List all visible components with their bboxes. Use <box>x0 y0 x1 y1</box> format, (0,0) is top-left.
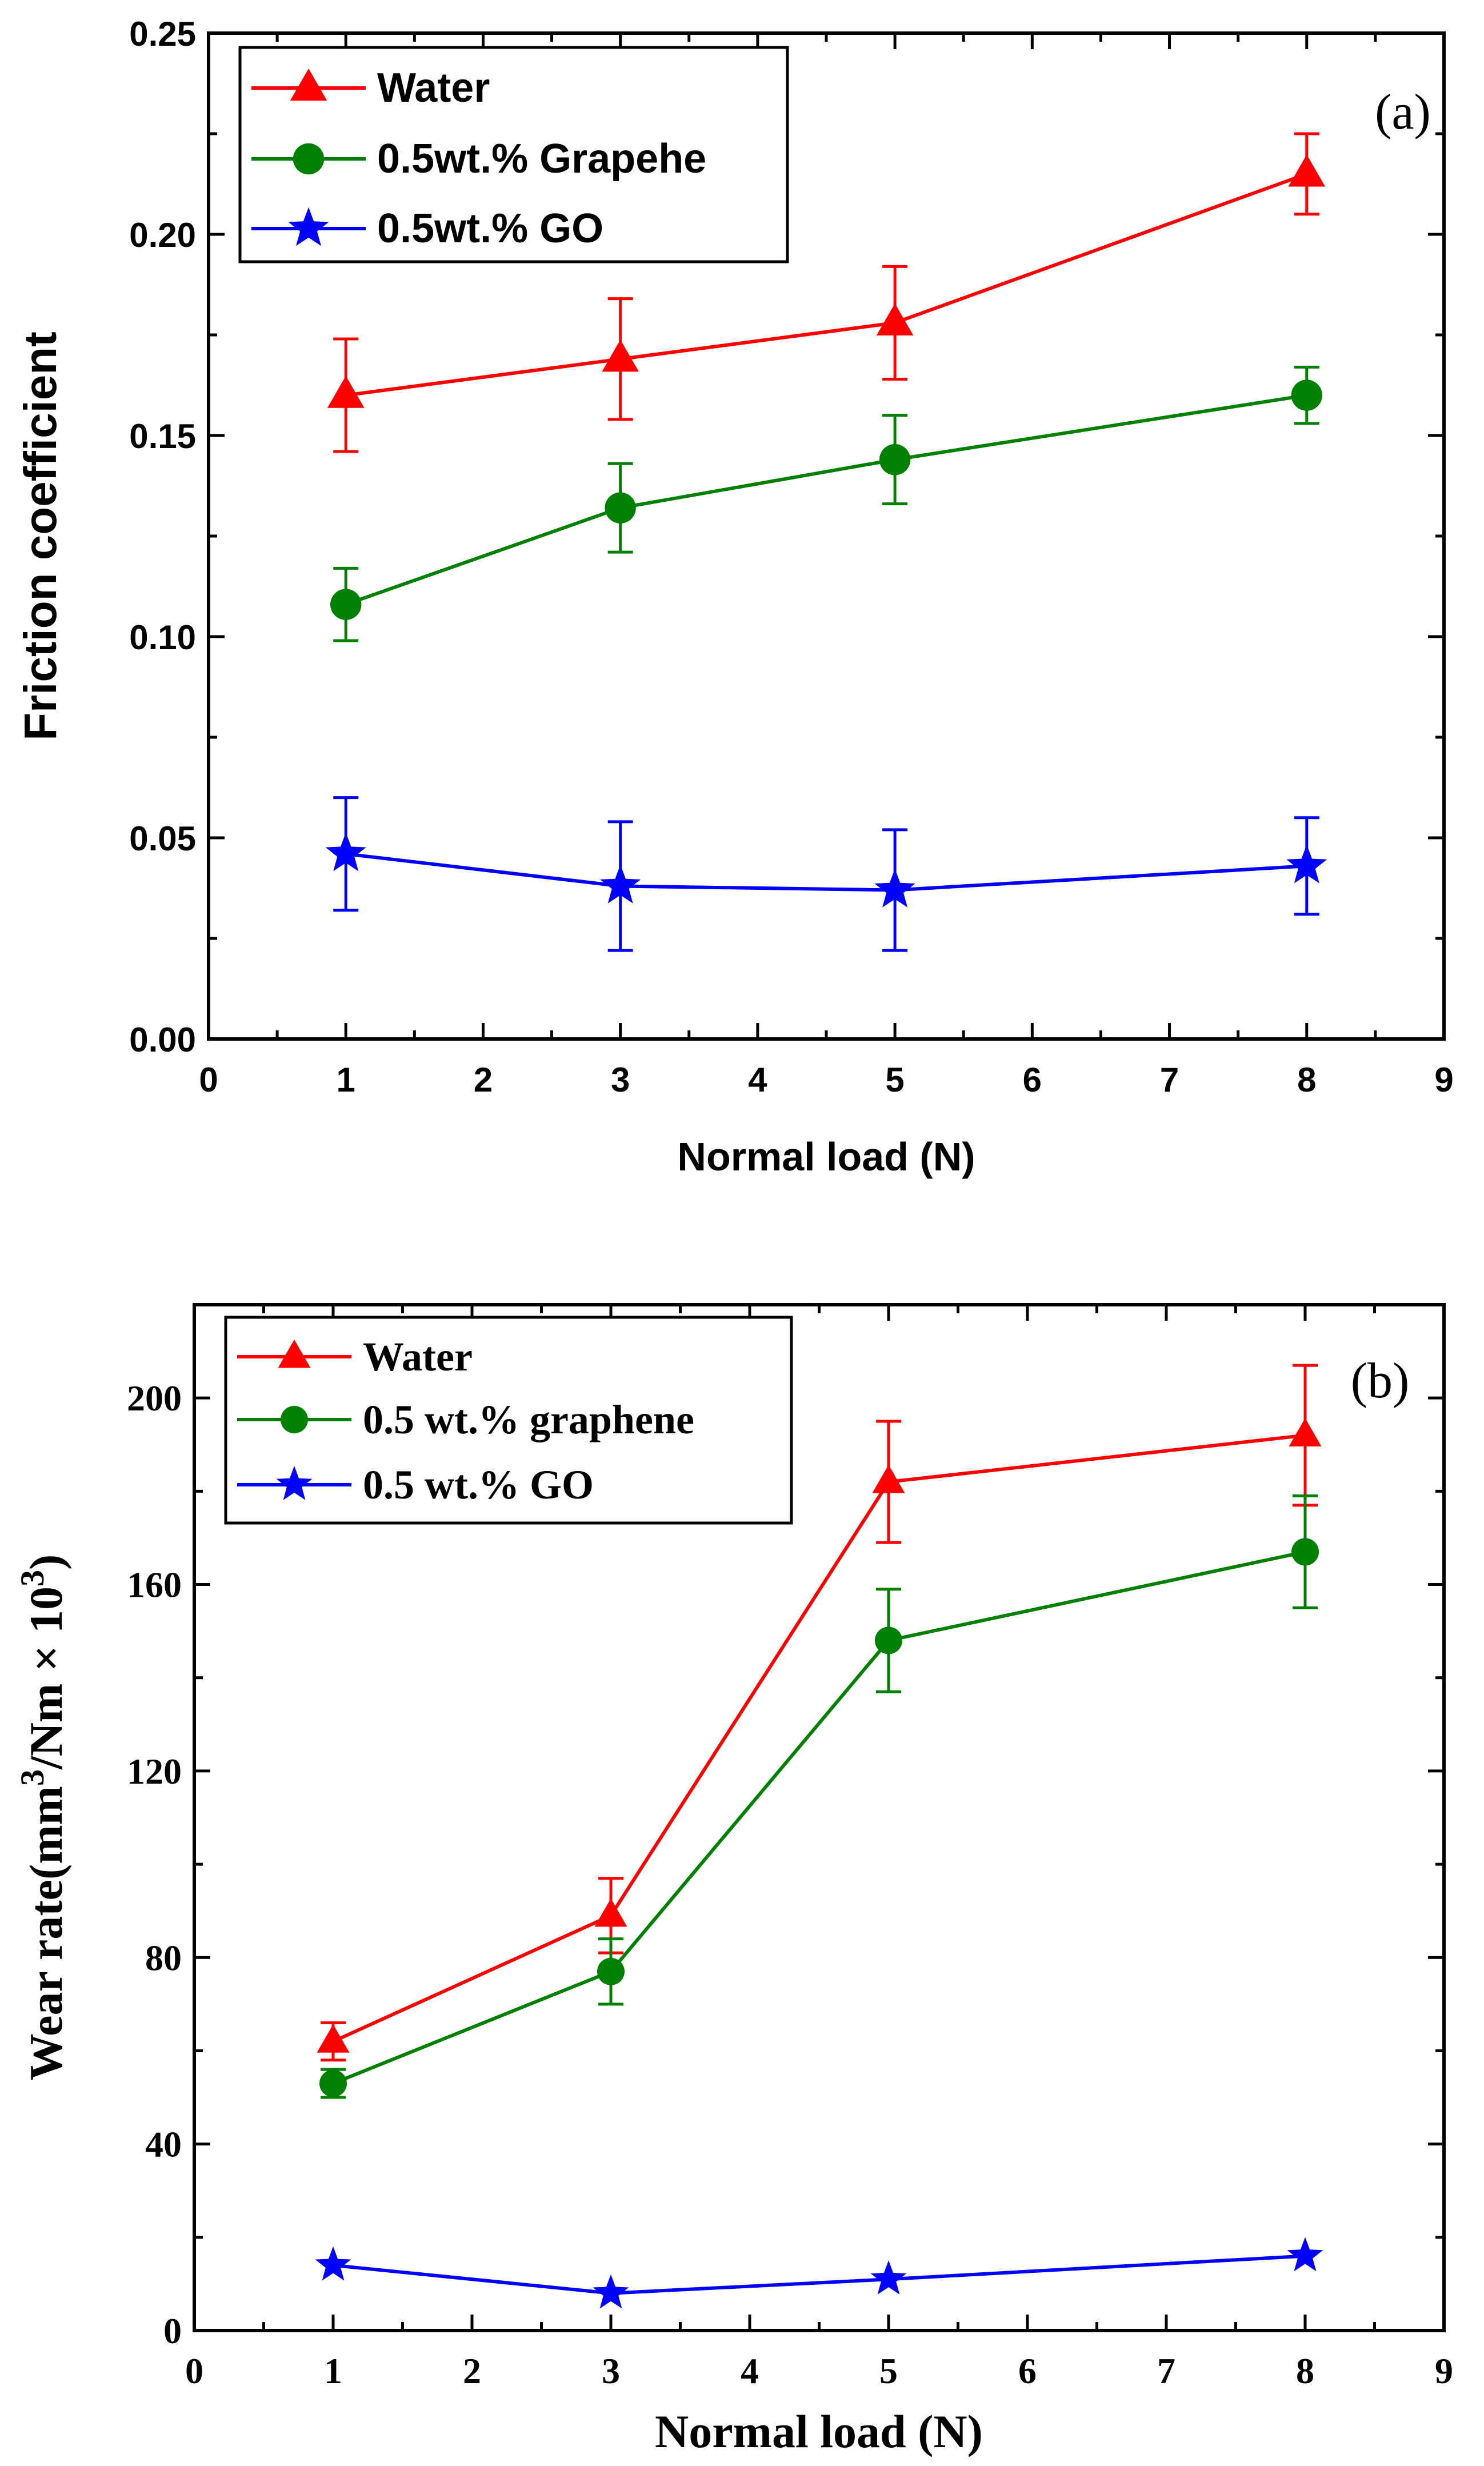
series-line-0-5-wt-go <box>333 2254 1306 2295</box>
y-tick-label: 0.10 <box>129 618 196 657</box>
x-tick-label: 8 <box>1297 1061 1316 1099</box>
data-point-water <box>872 1465 905 1493</box>
x-axis-label-a: Normal load (N) <box>677 1134 975 1179</box>
x-tick-label: 5 <box>885 1061 904 1099</box>
y-axis-label-b: Wear rate(mm3/Nm × 103) <box>14 1554 72 2081</box>
x-tick-label: 2 <box>463 2351 481 2391</box>
data-point-water <box>327 375 365 408</box>
legend-marker-water <box>278 1340 311 1368</box>
legend-marker-water <box>290 69 327 101</box>
data-point-0-5wt-go <box>874 869 915 908</box>
x-tick-label: 8 <box>1296 2351 1314 2391</box>
data-point-0-5wt-grapehe <box>1291 379 1322 411</box>
y-tick-label: 160 <box>127 1565 182 1605</box>
data-point-0-5-wt-graphene <box>1291 1538 1319 1566</box>
y-tick-label: 80 <box>145 1937 182 1978</box>
x-tick-label: 0 <box>199 1061 218 1099</box>
panel-label-b: (b) <box>1351 1353 1410 1409</box>
y-tick-label: 200 <box>127 1378 182 1418</box>
panel-label-a: (a) <box>1375 85 1431 140</box>
y-tick-label: 40 <box>145 2124 182 2165</box>
y-tick-label: 0.05 <box>129 820 196 858</box>
data-point-0-5-wt-go <box>315 2246 351 2281</box>
legend-a: Water 0.5wt.% Grapehe 0.5wt.% GO <box>238 46 789 263</box>
panel-b: 0 40 80 120 160 200 0 1 2 3 4 5 6 7 8 9 Wear rate(mm3/… <box>14 1303 1453 2457</box>
data-point-0-5wt-go <box>600 865 641 904</box>
series-line-water <box>345 172 1307 397</box>
legend-label-go-a: 0.5wt.% GO <box>377 206 603 251</box>
series-line-0-5wt-go <box>345 852 1307 892</box>
legend-marker-0-5-wt-go <box>276 1466 313 1500</box>
data-point-0-5wt-go <box>325 832 366 872</box>
data-point-0-5-wt-go <box>593 2274 629 2309</box>
y-tick-label: 0 <box>163 2311 182 2351</box>
series-line-water <box>332 1433 1306 2043</box>
data-point-0-5wt-grapehe <box>605 492 636 523</box>
x-tick-label: 3 <box>611 1061 630 1099</box>
data-point-0-5wt-grapehe <box>879 444 911 475</box>
data-point-0-5-wt-go <box>870 2260 907 2295</box>
x-tick-label: 5 <box>879 2351 898 2391</box>
y-tick-label: 0.25 <box>129 15 196 53</box>
data-point-0-5-wt-go <box>1287 2237 1323 2272</box>
x-tick-label: 3 <box>602 2351 620 2391</box>
x-tick-label: 7 <box>1160 1061 1179 1099</box>
x-tick-label: 6 <box>1023 1061 1042 1099</box>
data-point-water <box>317 2024 350 2053</box>
x-tick-label: 9 <box>1435 2351 1453 2391</box>
data-point-water <box>602 339 639 372</box>
data-point-water <box>876 303 914 335</box>
legend-label-water-a: Water <box>377 65 490 111</box>
legend-label-graphene-b: 0.5 wt.% graphene <box>363 1397 694 1442</box>
data-point-0-5-wt-graphene <box>597 1957 625 1985</box>
data-point-water <box>1289 1418 1322 1446</box>
legend-marker-0-5-wt-graphene <box>281 1406 308 1433</box>
x-tick-label: 1 <box>324 2351 342 2391</box>
series-line-0-5wt-grapehe <box>345 393 1307 606</box>
panel-a: 0.00 0.05 0.10 0.15 0.20 0.25 0 1 2 3 4 5 6 7 8 9 Fric… <box>15 15 1454 1179</box>
x-tick-label: 9 <box>1434 1061 1453 1099</box>
x-axis-label-b: Normal load (N) <box>655 2405 983 2457</box>
x-tick-label: 6 <box>1018 2351 1037 2391</box>
y-tick-label: 0.20 <box>129 216 196 254</box>
legend-label-go-b: 0.5 wt.% GO <box>363 1462 594 1508</box>
data-point-water <box>1288 154 1326 187</box>
x-tick-label: 4 <box>741 2351 759 2391</box>
legend-label-graphene-a: 0.5wt.% Grapehe <box>377 136 706 182</box>
x-tick-label: 4 <box>748 1061 767 1099</box>
x-tick-label: 1 <box>337 1061 355 1099</box>
x-tick-label: 7 <box>1157 2351 1175 2391</box>
data-point-0-5wt-grapehe <box>330 589 362 620</box>
legend-marker-0-5wt-grapehe <box>293 143 325 175</box>
y-tick-label: 0.15 <box>129 417 196 455</box>
data-point-0-5wt-go <box>1286 844 1327 884</box>
data-point-water <box>594 1898 627 1927</box>
y-tick-label: 0.00 <box>129 1021 196 1059</box>
legend-box-a <box>238 46 789 263</box>
legend-marker-0-5wt-go <box>288 207 329 246</box>
x-tick-label: 0 <box>185 2351 203 2391</box>
legend-b: Water 0.5 wt.% graphene 0.5 wt.% GO <box>224 1316 793 1525</box>
x-tick-label: 2 <box>474 1061 493 1099</box>
y-axis-label-a: Friction coefficient <box>15 331 66 741</box>
y-tick-label: 120 <box>127 1751 182 1792</box>
series-line-0-5-wt-graphene <box>332 1550 1306 2085</box>
data-point-0-5-wt-graphene <box>875 1626 902 1654</box>
legend-label-water-b: Water <box>363 1334 473 1380</box>
data-point-0-5-wt-graphene <box>319 2069 347 2097</box>
